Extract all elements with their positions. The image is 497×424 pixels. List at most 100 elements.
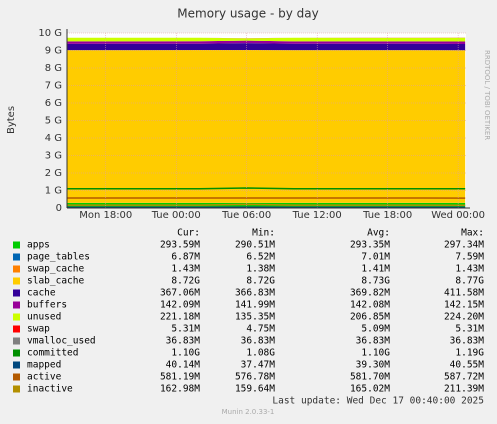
area — [67, 37, 466, 39]
legend-label: swap — [27, 324, 50, 335]
stat-value: 4.75M — [246, 324, 275, 335]
stat-value: 581.19M — [160, 372, 200, 383]
y-tick-label: 2 G — [45, 168, 62, 179]
stat-value: 36.83M — [450, 336, 485, 347]
stat-value: 142.15M — [444, 300, 484, 311]
legend-label: cache — [27, 288, 56, 299]
x-tick-label: Tue 12:00 — [292, 210, 342, 221]
legend-label: slab_cache — [27, 276, 84, 287]
stat-value: 135.35M — [235, 312, 275, 323]
stat-header: Cur: — [177, 228, 200, 239]
stat-value: 1.10G — [361, 348, 390, 359]
stat-value: 581.70M — [350, 372, 390, 383]
stat-value: 159.64M — [235, 384, 275, 395]
x-tick-label: Mon 18:00 — [79, 210, 132, 221]
stat-header: Avg: — [367, 228, 390, 239]
legend-swatch — [13, 337, 20, 345]
stat-value: 7.59M — [455, 252, 484, 263]
stat-value: 40.55M — [450, 360, 485, 371]
chart-title: Memory usage - by day — [177, 7, 318, 21]
stat-value: 1.08G — [246, 348, 275, 359]
stat-value: 5.31M — [455, 324, 484, 335]
legend-swatch — [13, 325, 20, 333]
legend-label: active — [27, 372, 62, 383]
stat-value: 5.31M — [171, 324, 200, 335]
legend-swatch — [13, 289, 20, 297]
stat-value: 40.14M — [166, 360, 201, 371]
stat-value: 587.72M — [444, 372, 484, 383]
stat-value: 1.43M — [171, 264, 200, 275]
stat-value: 293.59M — [160, 240, 200, 251]
legend-label: page_tables — [27, 252, 90, 263]
x-tick-label: Wed 00:00 — [431, 210, 485, 221]
stat-value: 576.78M — [235, 372, 275, 383]
legend-swatch — [13, 349, 20, 357]
y-tick-label: 9 G — [45, 46, 62, 57]
stat-value: 1.19G — [455, 348, 484, 359]
stat-value: 142.09M — [160, 300, 200, 311]
y-tick-label: 5 G — [45, 116, 62, 127]
area — [67, 37, 466, 42]
area — [67, 49, 466, 203]
stat-value: 206.85M — [350, 312, 390, 323]
legend-label: buffers — [27, 300, 67, 311]
y-tick-label: 8 G — [45, 63, 62, 74]
area — [67, 40, 466, 44]
legend-swatch — [13, 313, 20, 321]
y-axis-label: Bytes — [6, 106, 17, 134]
legend-swatch — [13, 301, 20, 309]
legend-swatch — [13, 373, 20, 381]
stat-value: 141.99M — [235, 300, 275, 311]
legend-swatch — [13, 265, 20, 273]
stat-value: 367.06M — [160, 288, 200, 299]
y-tick-label: 7 G — [45, 81, 62, 92]
stat-value: 297.34M — [444, 240, 484, 251]
y-tick-label: 6 G — [45, 98, 62, 109]
stat-header: Max: — [461, 228, 484, 239]
last-update: Last update: Wed Dec 17 00:40:00 2025 — [272, 396, 484, 407]
legend-label: vmalloc_used — [27, 336, 96, 347]
stat-value: 5.09M — [361, 324, 390, 335]
stat-value: 1.41M — [361, 264, 390, 275]
legend-swatch — [13, 277, 20, 285]
stat-value: 7.01M — [361, 252, 390, 263]
stat-value: 36.83M — [356, 336, 391, 347]
stat-value: 1.38M — [246, 264, 275, 275]
footer: Munin 2.0.33-1 — [222, 408, 275, 416]
stat-value: 162.98M — [160, 384, 200, 395]
side-text: RRDTOOL / TOBI OETIKER — [483, 50, 491, 140]
stat-value: 211.39M — [444, 384, 484, 395]
legend-swatch — [13, 385, 20, 393]
stat-value: 8.72G — [171, 276, 200, 287]
stat-value: 293.35M — [350, 240, 390, 251]
legend-swatch — [13, 253, 20, 261]
stat-value: 8.72G — [246, 276, 275, 287]
stat-value: 6.87M — [171, 252, 200, 263]
y-tick-label: 3 G — [45, 151, 62, 162]
legend-swatch — [13, 241, 20, 249]
stat-value: 1.43M — [455, 264, 484, 275]
stat-value: 37.47M — [241, 360, 276, 371]
stat-value: 36.83M — [166, 336, 201, 347]
y-tick-label: 1 G — [45, 186, 62, 197]
line — [66, 187, 466, 190]
legend-label: committed — [27, 348, 78, 359]
stat-header: Min: — [252, 228, 275, 239]
stat-value: 1.10G — [171, 348, 200, 359]
stat-value: 8.77G — [455, 276, 484, 287]
legend-label: unused — [27, 312, 61, 323]
stat-value: 8.73G — [361, 276, 390, 287]
legend-label: swap_cache — [27, 264, 84, 275]
x-tick-label: Tue 18:00 — [362, 210, 412, 221]
area — [67, 43, 466, 51]
y-tick-label: 0 — [56, 203, 62, 214]
stat-value: 165.02M — [350, 384, 390, 395]
line — [67, 203, 466, 206]
legend-label: apps — [27, 240, 50, 251]
legend-swatch — [13, 361, 20, 369]
y-tick-label: 4 G — [45, 133, 62, 144]
x-tick-label: Tue 06:00 — [221, 210, 271, 221]
stat-value: 290.51M — [235, 240, 275, 251]
stat-value: 221.18M — [160, 312, 200, 323]
